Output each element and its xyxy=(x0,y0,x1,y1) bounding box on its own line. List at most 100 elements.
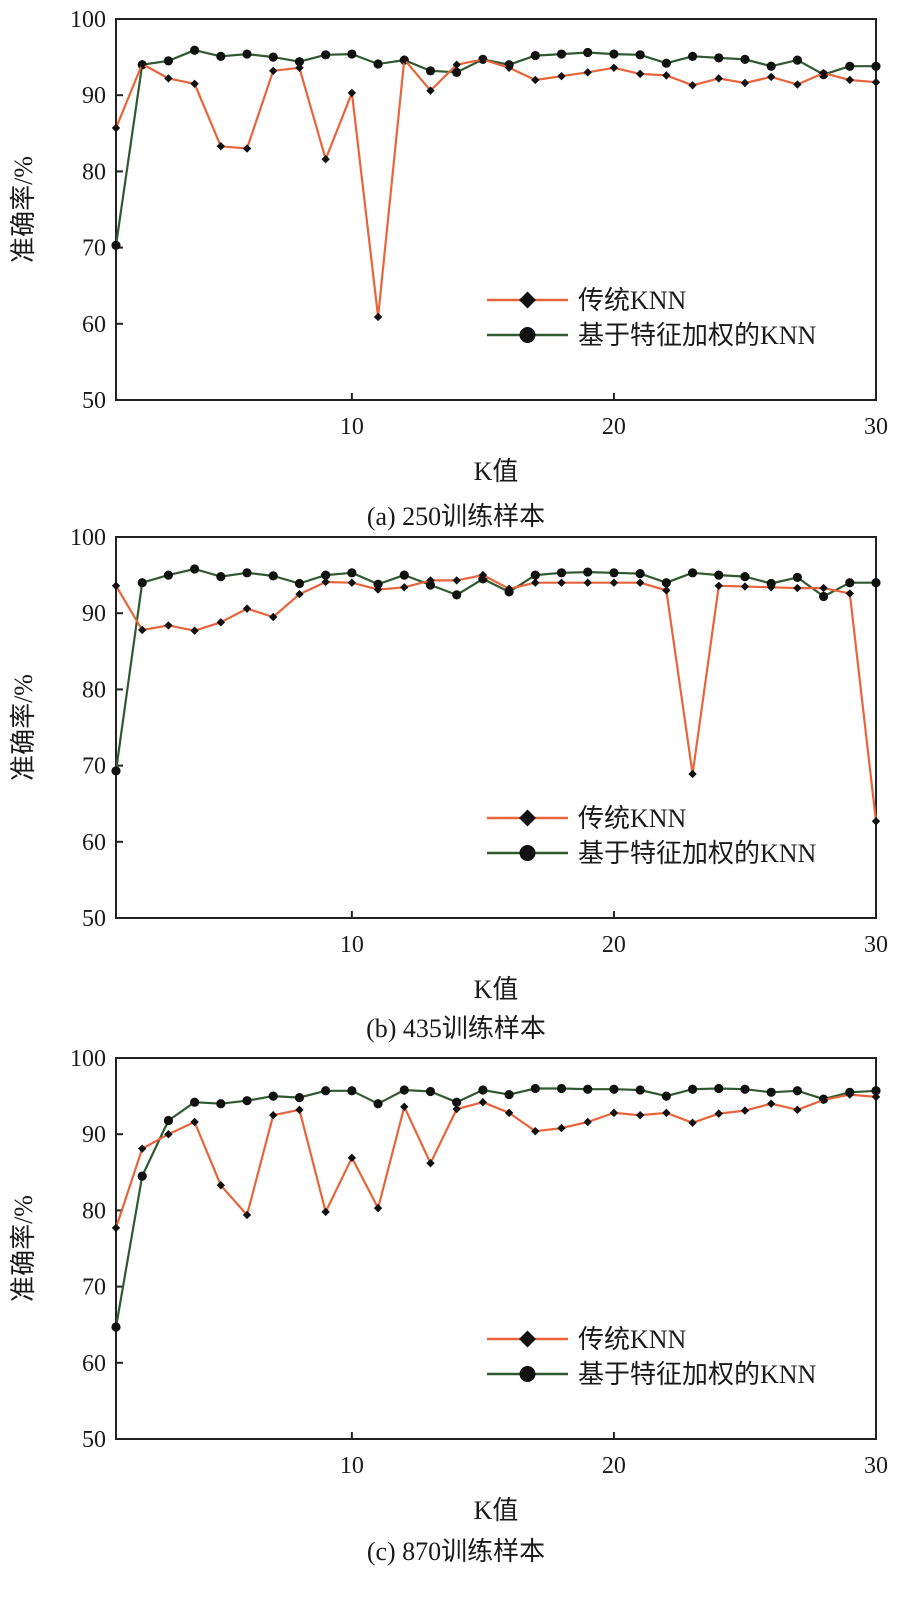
data-point-weighted-knn xyxy=(740,572,750,582)
data-point-traditional-knn xyxy=(373,312,383,322)
data-point-traditional-knn xyxy=(373,1203,383,1213)
data-point-traditional-knn xyxy=(819,1095,828,1105)
data-point-traditional-knn xyxy=(583,578,592,587)
x-axis-title: K值 xyxy=(474,457,519,486)
data-point-traditional-knn xyxy=(766,583,776,592)
data-point-traditional-knn xyxy=(845,589,854,598)
data-point-traditional-knn xyxy=(452,60,461,69)
y-tick-label: 60 xyxy=(82,830,106,856)
plot-frame xyxy=(115,1057,877,1440)
chart-panel-2: 50 60 70 80 90 100 10 20 30 K值 准确率/% (b) 435训练样本 传统K… xyxy=(9,525,888,1043)
data-point-weighted-knn xyxy=(321,50,331,60)
x-tick-label: 20 xyxy=(602,932,626,958)
data-point-weighted-knn xyxy=(111,240,121,250)
data-point-weighted-knn xyxy=(583,47,593,58)
x-tick-label: 20 xyxy=(602,414,626,440)
data-point-weighted-knn xyxy=(190,45,200,55)
data-point-weighted-knn xyxy=(452,590,462,600)
data-point-weighted-knn xyxy=(216,51,226,61)
y-axis-title: 准确率/% xyxy=(9,674,38,781)
y-axis-title: 准确率/% xyxy=(9,1195,38,1302)
data-point-weighted-knn xyxy=(452,1097,462,1107)
data-point-weighted-knn xyxy=(609,49,619,59)
data-point-traditional-knn xyxy=(138,1144,147,1153)
data-point-traditional-knn xyxy=(478,1097,488,1107)
data-point-weighted-knn xyxy=(268,52,278,62)
data-point-weighted-knn xyxy=(871,578,881,588)
data-point-traditional-knn xyxy=(793,1105,802,1115)
legend-marker-traditional-knn xyxy=(519,1330,536,1348)
data-point-traditional-knn xyxy=(531,75,540,85)
data-point-traditional-knn xyxy=(662,1108,671,1118)
legend-label-weighted-knn: 基于特征加权的KNN xyxy=(578,321,817,350)
data-point-traditional-knn xyxy=(242,1210,252,1220)
data-point-traditional-knn xyxy=(111,581,121,590)
data-point-weighted-knn xyxy=(635,1085,645,1095)
series-line-traditional-knn xyxy=(115,573,878,822)
data-point-traditional-knn xyxy=(190,1117,199,1127)
legend-marker-weighted-knn xyxy=(519,845,536,861)
data-point-weighted-knn xyxy=(163,56,174,66)
legend-label-weighted-knn: 基于特征加权的KNN xyxy=(578,1360,817,1389)
y-tick-label: 80 xyxy=(82,159,106,185)
data-point-weighted-knn xyxy=(347,568,357,578)
data-point-weighted-knn xyxy=(373,1099,383,1109)
data-point-weighted-knn xyxy=(163,1115,174,1126)
data-point-weighted-knn xyxy=(845,61,855,71)
data-point-weighted-knn xyxy=(190,564,200,574)
data-point-traditional-knn xyxy=(845,75,854,85)
data-point-traditional-knn xyxy=(295,1105,304,1115)
data-point-traditional-knn xyxy=(321,1207,330,1217)
data-point-weighted-knn xyxy=(845,578,855,588)
x-axis-title: K值 xyxy=(474,1496,519,1525)
data-point-weighted-knn xyxy=(556,568,567,578)
data-point-weighted-knn xyxy=(137,578,147,588)
data-point-traditional-knn xyxy=(871,1092,881,1102)
data-point-traditional-knn xyxy=(635,69,645,79)
y-tick-label: 70 xyxy=(82,1275,106,1301)
data-point-traditional-knn xyxy=(714,581,723,590)
data-point-traditional-knn xyxy=(242,604,252,613)
data-point-traditional-knn xyxy=(295,63,304,72)
data-point-weighted-knn xyxy=(190,1097,200,1107)
data-point-traditional-knn xyxy=(400,55,409,64)
y-tick-label: 100 xyxy=(70,1046,106,1072)
data-point-traditional-knn xyxy=(557,578,566,587)
data-point-traditional-knn xyxy=(688,769,697,779)
data-point-traditional-knn xyxy=(766,1099,776,1108)
data-point-traditional-knn xyxy=(347,88,357,98)
data-point-weighted-knn xyxy=(347,1086,357,1096)
data-point-traditional-knn xyxy=(138,625,147,635)
data-point-weighted-knn xyxy=(661,58,671,68)
plot-frame xyxy=(115,536,877,919)
series-line-traditional-knn xyxy=(114,1093,877,1229)
data-point-traditional-knn xyxy=(557,1123,566,1133)
data-point-weighted-knn xyxy=(635,568,645,579)
legend-marker-weighted-knn xyxy=(519,1366,536,1382)
data-point-traditional-knn xyxy=(504,63,514,72)
series-line-traditional-knn xyxy=(114,58,877,318)
data-point-weighted-knn xyxy=(163,570,174,580)
legend-marker-traditional-knn xyxy=(519,291,536,309)
data-point-weighted-knn xyxy=(661,1091,671,1101)
legend-label-traditional-knn: 传统KNN xyxy=(578,1325,687,1354)
data-point-weighted-knn xyxy=(871,61,881,71)
data-point-traditional-knn xyxy=(740,1106,750,1115)
data-point-traditional-knn xyxy=(164,74,173,83)
data-point-weighted-knn xyxy=(792,55,802,65)
x-tick-label: 30 xyxy=(864,414,888,440)
data-point-weighted-knn xyxy=(661,578,671,588)
series-line-weighted-knn xyxy=(114,1087,877,1328)
data-point-traditional-knn xyxy=(819,583,828,593)
y-tick-label: 70 xyxy=(82,754,106,780)
plot-frame xyxy=(115,18,877,401)
data-point-weighted-knn xyxy=(452,67,462,77)
data-point-traditional-knn xyxy=(740,582,750,591)
data-point-weighted-knn xyxy=(399,570,409,580)
data-point-traditional-knn xyxy=(373,585,383,594)
data-point-traditional-knn xyxy=(714,1109,723,1118)
x-axis-title: K值 xyxy=(474,975,519,1004)
data-point-weighted-knn xyxy=(504,1089,514,1100)
data-point-weighted-knn xyxy=(556,1083,567,1094)
data-point-traditional-knn xyxy=(295,589,304,599)
